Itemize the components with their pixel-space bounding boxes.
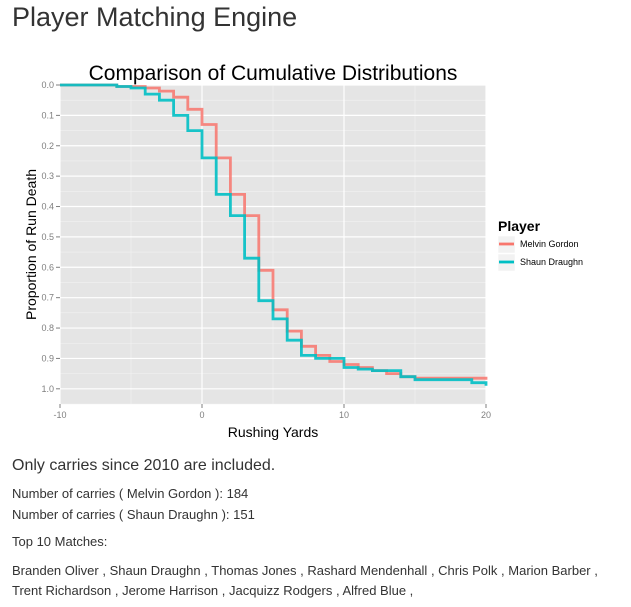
match-item: Jacquizz Rodgers (229, 583, 333, 598)
x-tick-label: 20 (481, 410, 491, 420)
match-item: Trent Richardson (12, 583, 112, 598)
match-separator: , (111, 583, 123, 598)
match-item: Chris Polk (438, 563, 498, 578)
x-tick-label: -10 (53, 410, 66, 420)
y-tick-label: 0.6 (41, 262, 54, 272)
carries-prefix: Number of carries ( (12, 507, 127, 522)
legend-label: Shaun Draughn (520, 257, 583, 267)
cdf-chart: Comparison of Cumulative Distributions -1… (23, 62, 583, 440)
match-separator: , (98, 563, 110, 578)
carries-count-player-2: Number of carries ( Shaun Draughn ): 151 (12, 507, 255, 522)
legend-title: Player (498, 218, 541, 234)
y-tick-label: 0.5 (41, 232, 54, 242)
y-tick-label: 0.4 (41, 202, 54, 212)
y-tick-label: 0.8 (41, 323, 54, 333)
x-tick-label: 0 (199, 410, 204, 420)
match-separator: , (296, 563, 308, 578)
top-matches-label: Top 10 Matches: (12, 534, 108, 549)
match-item: Branden Oliver (12, 563, 99, 578)
match-item: Jerome Harrison (122, 583, 219, 598)
carries-suffix: ): (211, 486, 227, 501)
match-item: Shaun Draughn (109, 563, 201, 578)
y-tick-label: 0.1 (41, 110, 54, 120)
match-item: Marion Barber (508, 563, 591, 578)
y-axis-label: Proportion of Run Death (23, 169, 39, 320)
match-separator: , (406, 583, 414, 598)
y-tick-label: 0.2 (41, 141, 54, 151)
y-tick-label: 0.0 (41, 80, 54, 90)
match-separator: , (497, 563, 509, 578)
match-item: Thomas Jones (211, 563, 297, 578)
match-separator: , (332, 583, 343, 598)
carries-player-name: Shaun Draughn (126, 507, 218, 522)
carries-count-player-1: Number of carries ( Melvin Gordon ): 184 (12, 486, 248, 501)
match-item: Rashard Mendenhall (307, 563, 428, 578)
carries-prefix: Number of carries ( (12, 486, 127, 501)
page-title: Player Matching Engine (12, 2, 298, 32)
legend-label: Melvin Gordon (520, 239, 579, 249)
match-separator: , (200, 563, 212, 578)
carries-suffix: ): (217, 507, 234, 522)
y-tick-label: 0.9 (41, 353, 54, 363)
chart-title: Comparison of Cumulative Distributions (89, 62, 458, 85)
carries-value: 184 (226, 486, 249, 501)
y-tick-label: 0.3 (41, 171, 54, 181)
x-tick-label: 10 (339, 410, 349, 420)
carries-value: 151 (233, 507, 255, 522)
carries-player-name: Melvin Gordon (126, 486, 212, 501)
match-separator: , (427, 563, 439, 578)
match-separator: , (218, 583, 230, 598)
x-axis-label: Rushing Yards (228, 424, 319, 440)
match-item: Alfred Blue (342, 583, 407, 598)
data-note: Only carries since 2010 are included. (12, 457, 276, 474)
match-separator: , (590, 563, 598, 578)
series-line-2 (60, 83, 488, 386)
y-tick-label: 0.7 (41, 293, 54, 303)
y-tick-label: 1.0 (41, 384, 54, 394)
top-matches-list: Branden Oliver , Shaun Draughn , Thomas … (12, 561, 612, 601)
